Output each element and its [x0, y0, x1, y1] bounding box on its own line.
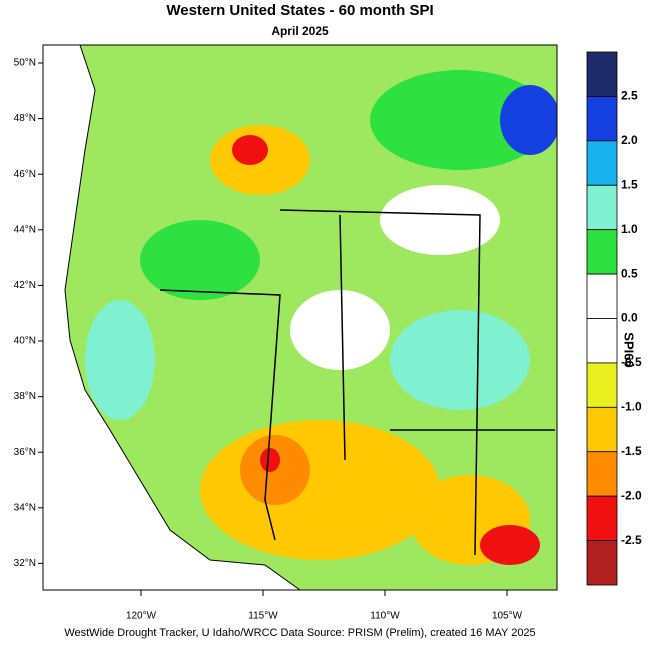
- lat-label: 40°N: [14, 336, 36, 347]
- colorbar-bin: [586, 273, 618, 319]
- lat-label: 38°N: [14, 391, 36, 402]
- lon-label: 115°W: [248, 611, 278, 622]
- colorbar-bin: [586, 51, 618, 97]
- lat-label: 44°N: [14, 224, 36, 235]
- region: [260, 448, 280, 472]
- colorbar-bin: [586, 451, 618, 497]
- lat-label: 50°N: [14, 58, 36, 69]
- colorbar-label: 2.5: [621, 89, 638, 103]
- lon-label: 110°W: [370, 611, 400, 622]
- region: [380, 185, 500, 255]
- lon-label: 105°W: [492, 611, 523, 622]
- colorbar-bin: [586, 540, 618, 586]
- colorbar-bin: [586, 362, 618, 408]
- colorbar-bin: [586, 229, 618, 275]
- subtitle: April 2025: [271, 24, 329, 38]
- lat-label: 36°N: [14, 447, 36, 458]
- footer: WestWide Drought Tracker, U Idaho/WRCC D…: [64, 627, 535, 639]
- colorbar-label: 2.0: [621, 133, 638, 147]
- colorbar-bin: [586, 495, 618, 541]
- state-borders: [159, 209, 555, 556]
- lat-label: 34°N: [14, 502, 36, 513]
- colorbar-bin: [586, 140, 618, 186]
- region: [480, 525, 540, 565]
- region: [85, 300, 155, 420]
- lat-label: 48°N: [14, 113, 36, 124]
- colorbar-title: SPI60: [622, 332, 637, 367]
- lat-label: 46°N: [14, 169, 36, 180]
- colorbar-bin: [586, 318, 618, 364]
- region: [370, 70, 550, 170]
- colorbar-label: 1.0: [621, 222, 638, 236]
- map-frame: [42, 44, 558, 591]
- lat-label: 32°N: [14, 558, 36, 569]
- region: [232, 135, 268, 165]
- colorbar-label: 0.5: [621, 266, 638, 280]
- region: [290, 290, 390, 370]
- colorbar-label: -0.5: [621, 355, 642, 369]
- title: Western United States - 60 month SPI: [166, 2, 433, 19]
- map: [42, 44, 558, 591]
- region: [500, 85, 557, 155]
- region: [140, 220, 260, 300]
- region: [200, 420, 440, 560]
- colorbar-bin: [586, 406, 618, 453]
- colorbar-label: 0.0: [621, 311, 638, 325]
- colorbar-bin: [586, 184, 618, 231]
- lon-label: 120°W: [126, 611, 157, 622]
- colorbar-label: -1.0: [621, 400, 642, 414]
- colorbar-label: -2.5: [621, 533, 642, 547]
- region: [390, 310, 530, 410]
- colorbar-bin: [586, 96, 618, 142]
- colorbar-label: 1.5: [621, 177, 638, 191]
- colorbar-label: -2.0: [621, 488, 642, 502]
- colorbar-label: -1.5: [621, 444, 642, 458]
- lat-label: 42°N: [14, 280, 36, 291]
